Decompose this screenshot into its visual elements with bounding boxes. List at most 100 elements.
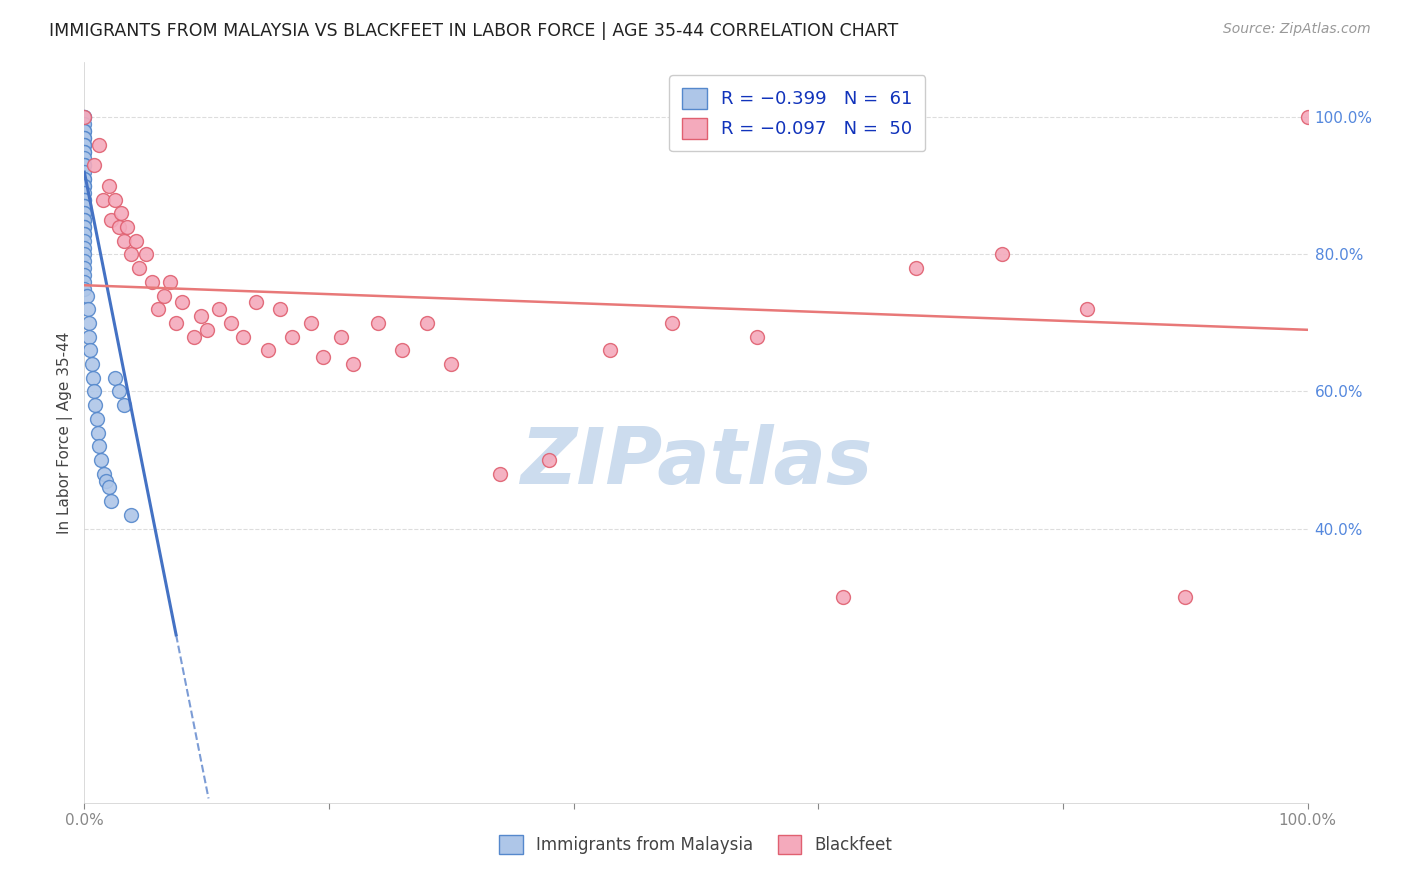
Point (312, 350, 335, 364)
Point (73, 219, 96, 234)
Point (172, 295, 194, 310)
Text: ZIPatlas: ZIPatlas (520, 425, 872, 500)
Point (661, 316, 683, 330)
Point (1174, 590, 1197, 604)
Point (73, 206, 96, 220)
Point (73, 117, 96, 131)
Point (73, 240, 96, 255)
Point (90, 453, 112, 467)
Point (73, 268, 96, 282)
Point (87, 439, 110, 453)
Point (73, 110, 96, 124)
Point (125, 234, 148, 248)
Point (73, 282, 96, 296)
Point (330, 329, 353, 343)
Point (77, 329, 100, 343)
Point (73, 234, 96, 248)
Point (440, 357, 463, 371)
Point (73, 213, 96, 227)
Point (112, 234, 135, 248)
Point (538, 453, 561, 467)
Point (73, 165, 96, 179)
Point (73, 178, 96, 193)
Point (77, 302, 100, 317)
Point (73, 193, 96, 207)
Point (299, 316, 322, 330)
Point (73, 152, 96, 166)
Point (190, 309, 212, 323)
Point (96, 474, 118, 488)
Point (100, 494, 122, 508)
Point (107, 219, 129, 234)
Point (73, 254, 96, 268)
Point (110, 206, 132, 220)
Point (91, 193, 114, 207)
Point (93, 467, 115, 481)
Point (73, 206, 96, 220)
Point (269, 302, 291, 317)
Point (73, 261, 96, 276)
Point (747, 329, 769, 343)
Point (73, 172, 96, 186)
Point (281, 329, 304, 343)
Point (73, 213, 96, 227)
Point (73, 172, 96, 186)
Point (183, 329, 205, 343)
Point (73, 186, 96, 200)
Point (73, 137, 96, 152)
Point (245, 295, 267, 310)
Point (73, 110, 96, 124)
Point (97, 178, 120, 193)
Point (120, 508, 142, 522)
Point (73, 124, 96, 138)
Point (1076, 302, 1098, 317)
Point (73, 145, 96, 159)
Legend: Immigrants from Malaysia, Blackfeet: Immigrants from Malaysia, Blackfeet (492, 829, 900, 861)
Point (153, 288, 176, 302)
Point (219, 316, 242, 330)
Point (391, 343, 413, 358)
Point (141, 275, 163, 289)
Point (599, 343, 621, 358)
Point (73, 178, 96, 193)
Point (79, 343, 101, 358)
Point (73, 275, 96, 289)
Point (367, 316, 389, 330)
Y-axis label: In Labor Force | Age 35-44: In Labor Force | Age 35-44 (58, 332, 73, 533)
Point (120, 247, 142, 261)
Point (73, 137, 96, 152)
Point (100, 213, 122, 227)
Point (73, 199, 96, 213)
Point (73, 158, 96, 172)
Point (73, 247, 96, 261)
Point (80, 357, 103, 371)
Point (905, 261, 928, 276)
Point (83, 384, 105, 399)
Point (128, 261, 150, 276)
Point (165, 316, 187, 330)
Point (342, 357, 364, 371)
Point (104, 193, 127, 207)
Point (76, 288, 98, 302)
Point (82, 371, 104, 385)
Point (87, 425, 110, 440)
Point (107, 384, 129, 399)
Point (112, 398, 135, 412)
Point (84, 398, 107, 412)
Point (73, 131, 96, 145)
Point (489, 467, 512, 481)
Point (232, 329, 254, 343)
Point (135, 247, 157, 261)
Point (73, 145, 96, 159)
Point (257, 343, 280, 358)
Point (195, 323, 218, 337)
Point (831, 590, 853, 604)
Point (73, 199, 96, 213)
Point (73, 193, 96, 207)
Point (159, 275, 181, 289)
Point (77, 316, 100, 330)
Point (73, 219, 96, 234)
Point (86, 412, 108, 426)
Point (73, 110, 96, 124)
Text: IMMIGRANTS FROM MALAYSIA VS BLACKFEET IN LABOR FORCE | AGE 35-44 CORRELATION CHA: IMMIGRANTS FROM MALAYSIA VS BLACKFEET IN… (49, 22, 898, 40)
